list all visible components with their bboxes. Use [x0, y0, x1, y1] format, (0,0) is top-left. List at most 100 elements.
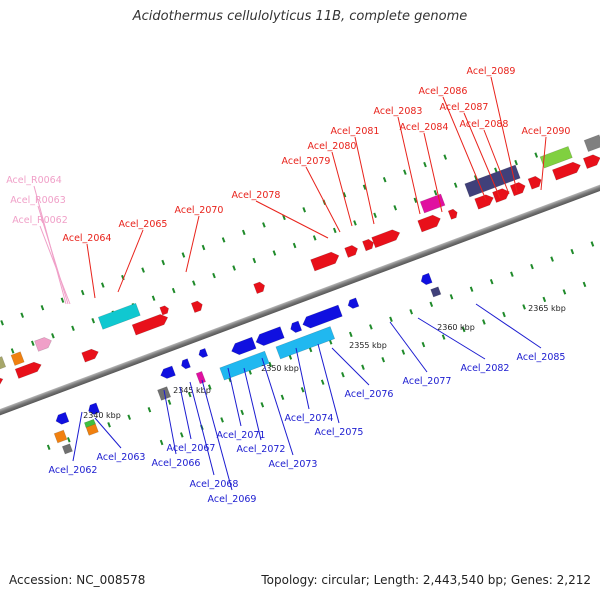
track-dot	[171, 287, 176, 294]
track-dot	[341, 372, 345, 378]
gene-feature	[34, 337, 52, 352]
gene-feature	[0, 376, 4, 394]
track-dot	[534, 152, 539, 158]
gene-label: Acel_2080	[308, 141, 357, 152]
gene-feature	[10, 351, 25, 366]
track-dot	[107, 422, 111, 428]
track-dot	[141, 267, 145, 273]
track-dot	[71, 325, 75, 331]
gene-feature	[302, 304, 343, 329]
leader-line	[117, 229, 144, 293]
gene-feature	[582, 154, 600, 170]
tick-label: 2360 kbp	[437, 323, 475, 332]
track-dot	[201, 244, 206, 251]
track-dot	[272, 250, 277, 256]
track-dot	[30, 340, 35, 346]
track-dot	[582, 281, 587, 288]
track-dot	[510, 271, 514, 277]
gene-feature	[255, 326, 285, 346]
leader-line	[39, 225, 71, 305]
track-dot	[494, 167, 498, 173]
track-dot	[421, 341, 426, 348]
gene-feature	[417, 214, 441, 233]
gene-feature	[219, 350, 270, 381]
track-dot	[361, 364, 365, 370]
gene-feature	[430, 286, 442, 298]
gene-feature	[131, 314, 169, 336]
track-dot	[530, 263, 534, 270]
track-dot	[312, 235, 317, 241]
track-dot	[121, 274, 125, 281]
tick-label: 2365 kbp	[528, 304, 566, 313]
track-dot	[332, 227, 337, 234]
track-dot	[161, 259, 166, 266]
track-dot	[320, 379, 325, 385]
leader-line	[295, 347, 310, 410]
leader-line	[331, 347, 370, 386]
track-dot	[401, 349, 406, 355]
leader-line	[179, 386, 192, 440]
gene-label: Acel_2090	[522, 126, 571, 137]
gene-feature	[551, 161, 581, 181]
track-dot	[241, 229, 246, 236]
gene-label: Acel_2065	[119, 219, 168, 230]
track-dot	[393, 205, 398, 211]
leader-line	[94, 417, 122, 449]
gene-feature	[347, 297, 360, 309]
track-dot	[489, 279, 494, 285]
gene-feature	[14, 361, 42, 379]
track-dot	[181, 252, 186, 258]
track-dot	[46, 444, 51, 450]
track-dot	[260, 402, 265, 408]
track-dot	[262, 222, 266, 228]
gene-feature	[371, 229, 401, 249]
track-dot	[381, 357, 386, 363]
track-dot	[441, 334, 446, 340]
tick-label: 2340 kbp	[83, 411, 121, 420]
track-dot	[100, 282, 105, 288]
gene-feature	[474, 194, 494, 210]
gene-feature	[310, 251, 340, 272]
track-dot	[60, 297, 65, 303]
track-dot	[542, 296, 547, 303]
gene-label: Acel_R0062	[12, 215, 68, 226]
track-dot	[353, 220, 357, 226]
gene-label: Acel_2069	[208, 494, 257, 505]
track-dot	[461, 326, 466, 333]
gene-label: Acel_2067	[167, 443, 216, 454]
gene-feature	[157, 386, 172, 401]
gene-feature	[88, 402, 101, 415]
track-dot	[300, 387, 305, 393]
track-dot	[179, 432, 184, 438]
gene-feature	[53, 429, 68, 444]
gene-feature	[0, 356, 7, 375]
leader-line	[354, 136, 375, 225]
leader-line	[86, 243, 96, 299]
gene-label: Acel_2076	[345, 389, 394, 400]
leader-line	[442, 96, 487, 201]
leader-line	[261, 357, 294, 456]
track-dot	[159, 439, 164, 446]
leader-line	[255, 200, 329, 239]
gene-feature	[61, 443, 73, 455]
leader-line	[227, 367, 242, 427]
track-dot	[167, 399, 172, 405]
gene-feature	[362, 238, 374, 252]
gene-feature	[231, 336, 257, 356]
gene-label: Acel_2075	[315, 427, 364, 438]
gene-label: Acel_2077	[403, 376, 452, 387]
leader-line	[243, 367, 262, 441]
tick-label: 2350 kbp	[261, 364, 299, 373]
gene-feature	[527, 175, 542, 190]
genome-backbone	[0, 150, 600, 450]
gene-feature	[447, 208, 458, 220]
track-dot	[292, 242, 297, 249]
gene-feature	[509, 182, 526, 197]
gene-feature	[198, 347, 209, 359]
track-dot	[522, 304, 526, 310]
track-dot	[362, 184, 367, 190]
track-dot	[429, 301, 434, 307]
track-dot	[20, 312, 25, 318]
track-dot	[220, 417, 224, 423]
